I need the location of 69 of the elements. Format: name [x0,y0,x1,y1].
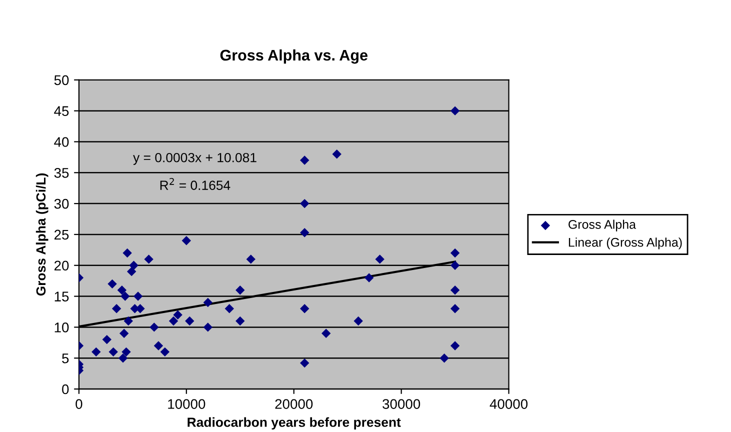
x-tick-label: 10000 [168,399,206,409]
y-tick-label: 25 [54,230,69,240]
point [160,347,170,357]
point [321,328,331,338]
point [450,106,460,116]
point [120,292,130,301]
annotation: y = 0.0003x + 10.081 [133,152,256,165]
point [224,304,234,314]
point [112,304,122,314]
point [102,334,112,344]
y-tick-label: 40 [54,137,69,147]
y-tick-label: 20 [54,260,69,271]
y-tick-label: 0 [62,384,69,394]
point [108,279,117,289]
point [300,358,310,368]
x-tick-label: 0 [76,399,82,409]
x-tick-label: 20000 [275,399,313,409]
y-tick-label: 50 [54,75,69,86]
point [440,354,449,363]
point [185,316,194,326]
point [332,149,342,159]
point [375,254,384,264]
x-tick-label: 30000 [382,399,420,409]
x-tick-label: 40000 [490,399,528,409]
point [450,304,460,314]
point [119,328,129,338]
point [364,273,374,282]
point [182,236,192,246]
y-tick-label: 5 [62,354,69,364]
point [203,298,212,308]
point [236,286,245,295]
x-axis-title: Radiocarbon years before present [188,417,401,430]
point [450,260,460,270]
point [236,316,245,326]
point [354,316,363,326]
point [300,228,310,238]
y-tick-label: 30 [54,198,69,209]
legend-label: Gross Alpha [568,220,636,232]
point [246,254,256,264]
point [124,316,133,326]
point [118,354,128,363]
point [173,310,182,320]
point [144,254,154,264]
point [133,292,143,301]
y-tick-label: 15 [54,292,69,302]
legend-label: Linear (Gross Alpha) [568,238,682,250]
point [450,248,460,258]
annotation: R$^{2}$ = 0.1654 [160,178,230,190]
y-tick-label: 10 [54,322,69,332]
y-tick-label: 45 [54,106,69,116]
y-axis-title: Gross Alpha (pCi/L) [36,173,48,296]
point [122,347,131,357]
point [300,156,310,165]
point [168,316,178,326]
point [108,347,118,357]
point [300,198,310,208]
point [122,248,132,258]
y-tick-label: 35 [54,168,69,178]
chart-title: Gross Alpha vs. Age [220,49,368,64]
point [150,322,159,332]
point [154,341,164,350]
point [450,341,460,350]
point [126,266,136,276]
point [300,304,310,314]
point [117,286,127,295]
point [129,260,138,270]
point [450,286,460,295]
point [203,322,212,332]
point [92,347,101,357]
